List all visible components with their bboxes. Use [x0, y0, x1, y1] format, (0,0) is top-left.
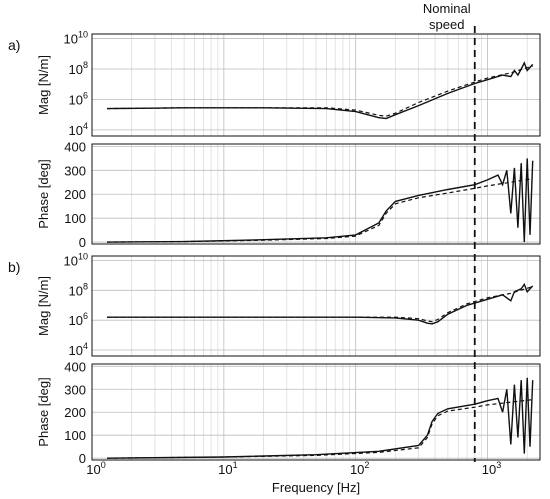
phase-axes-frame: [91, 363, 541, 461]
y-tick-label: 0: [79, 451, 86, 466]
magnitude-axis-label: Mag [N/m]: [36, 55, 51, 115]
phase-model-line: [106, 399, 533, 459]
magnitude-axes-frame: [91, 255, 541, 357]
x-tick-label: 101: [218, 460, 237, 477]
panel-label-b: b): [8, 259, 20, 275]
y-tick-label: 100: [64, 428, 86, 443]
x-axis-label: Frequency [Hz]: [272, 480, 360, 495]
y-tick-label: 108: [69, 281, 88, 298]
magnitude-measured-line: [106, 61, 534, 120]
y-tick-label: 100: [64, 211, 86, 226]
y-tick-label: 0: [79, 235, 86, 250]
y-tick-label: 108: [69, 60, 88, 77]
y-tick-label: 1010: [64, 30, 88, 47]
magnitude-model-line: [107, 286, 533, 323]
magnitude-axes-frame: [91, 33, 541, 137]
axes-frames: [91, 33, 541, 461]
magnitude-model-line: [106, 65, 533, 117]
chart-text: 1041061081010010020030040010410610810100…: [8, 1, 501, 495]
y-tick-label: 200: [64, 405, 86, 420]
y-tick-label: 200: [64, 187, 86, 202]
x-tick-label: 100: [86, 460, 105, 477]
y-tick-label: 106: [69, 311, 88, 328]
y-tick-label: 104: [69, 341, 88, 358]
nominal-speed-label: Nominal: [423, 1, 471, 16]
x-tick-label: 102: [350, 460, 369, 477]
y-tick-label: 400: [64, 139, 86, 154]
grid-lines: [91, 34, 540, 460]
y-tick-label: 106: [69, 90, 88, 107]
y-tick-label: 300: [64, 163, 86, 178]
magnitude-axis-label: Mag [N/m]: [36, 276, 51, 336]
nominal-speed-label: speed: [429, 17, 464, 32]
panel-label-a: a): [8, 37, 20, 53]
phase-axis-label: Phase [deg]: [36, 159, 51, 228]
phase-axes-frame: [91, 143, 541, 245]
y-tick-label: 104: [69, 121, 88, 138]
data-series: [106, 61, 534, 459]
phase-axis-label: Phase [deg]: [36, 377, 51, 446]
y-tick-label: 400: [64, 359, 86, 374]
phase-model-line: [106, 178, 533, 243]
phase-measured-line: [106, 377, 534, 459]
phase-measured-line: [106, 158, 534, 243]
y-tick-label: 1010: [64, 251, 88, 268]
x-tick-label: 103: [482, 460, 501, 477]
y-tick-label: 300: [64, 382, 86, 397]
